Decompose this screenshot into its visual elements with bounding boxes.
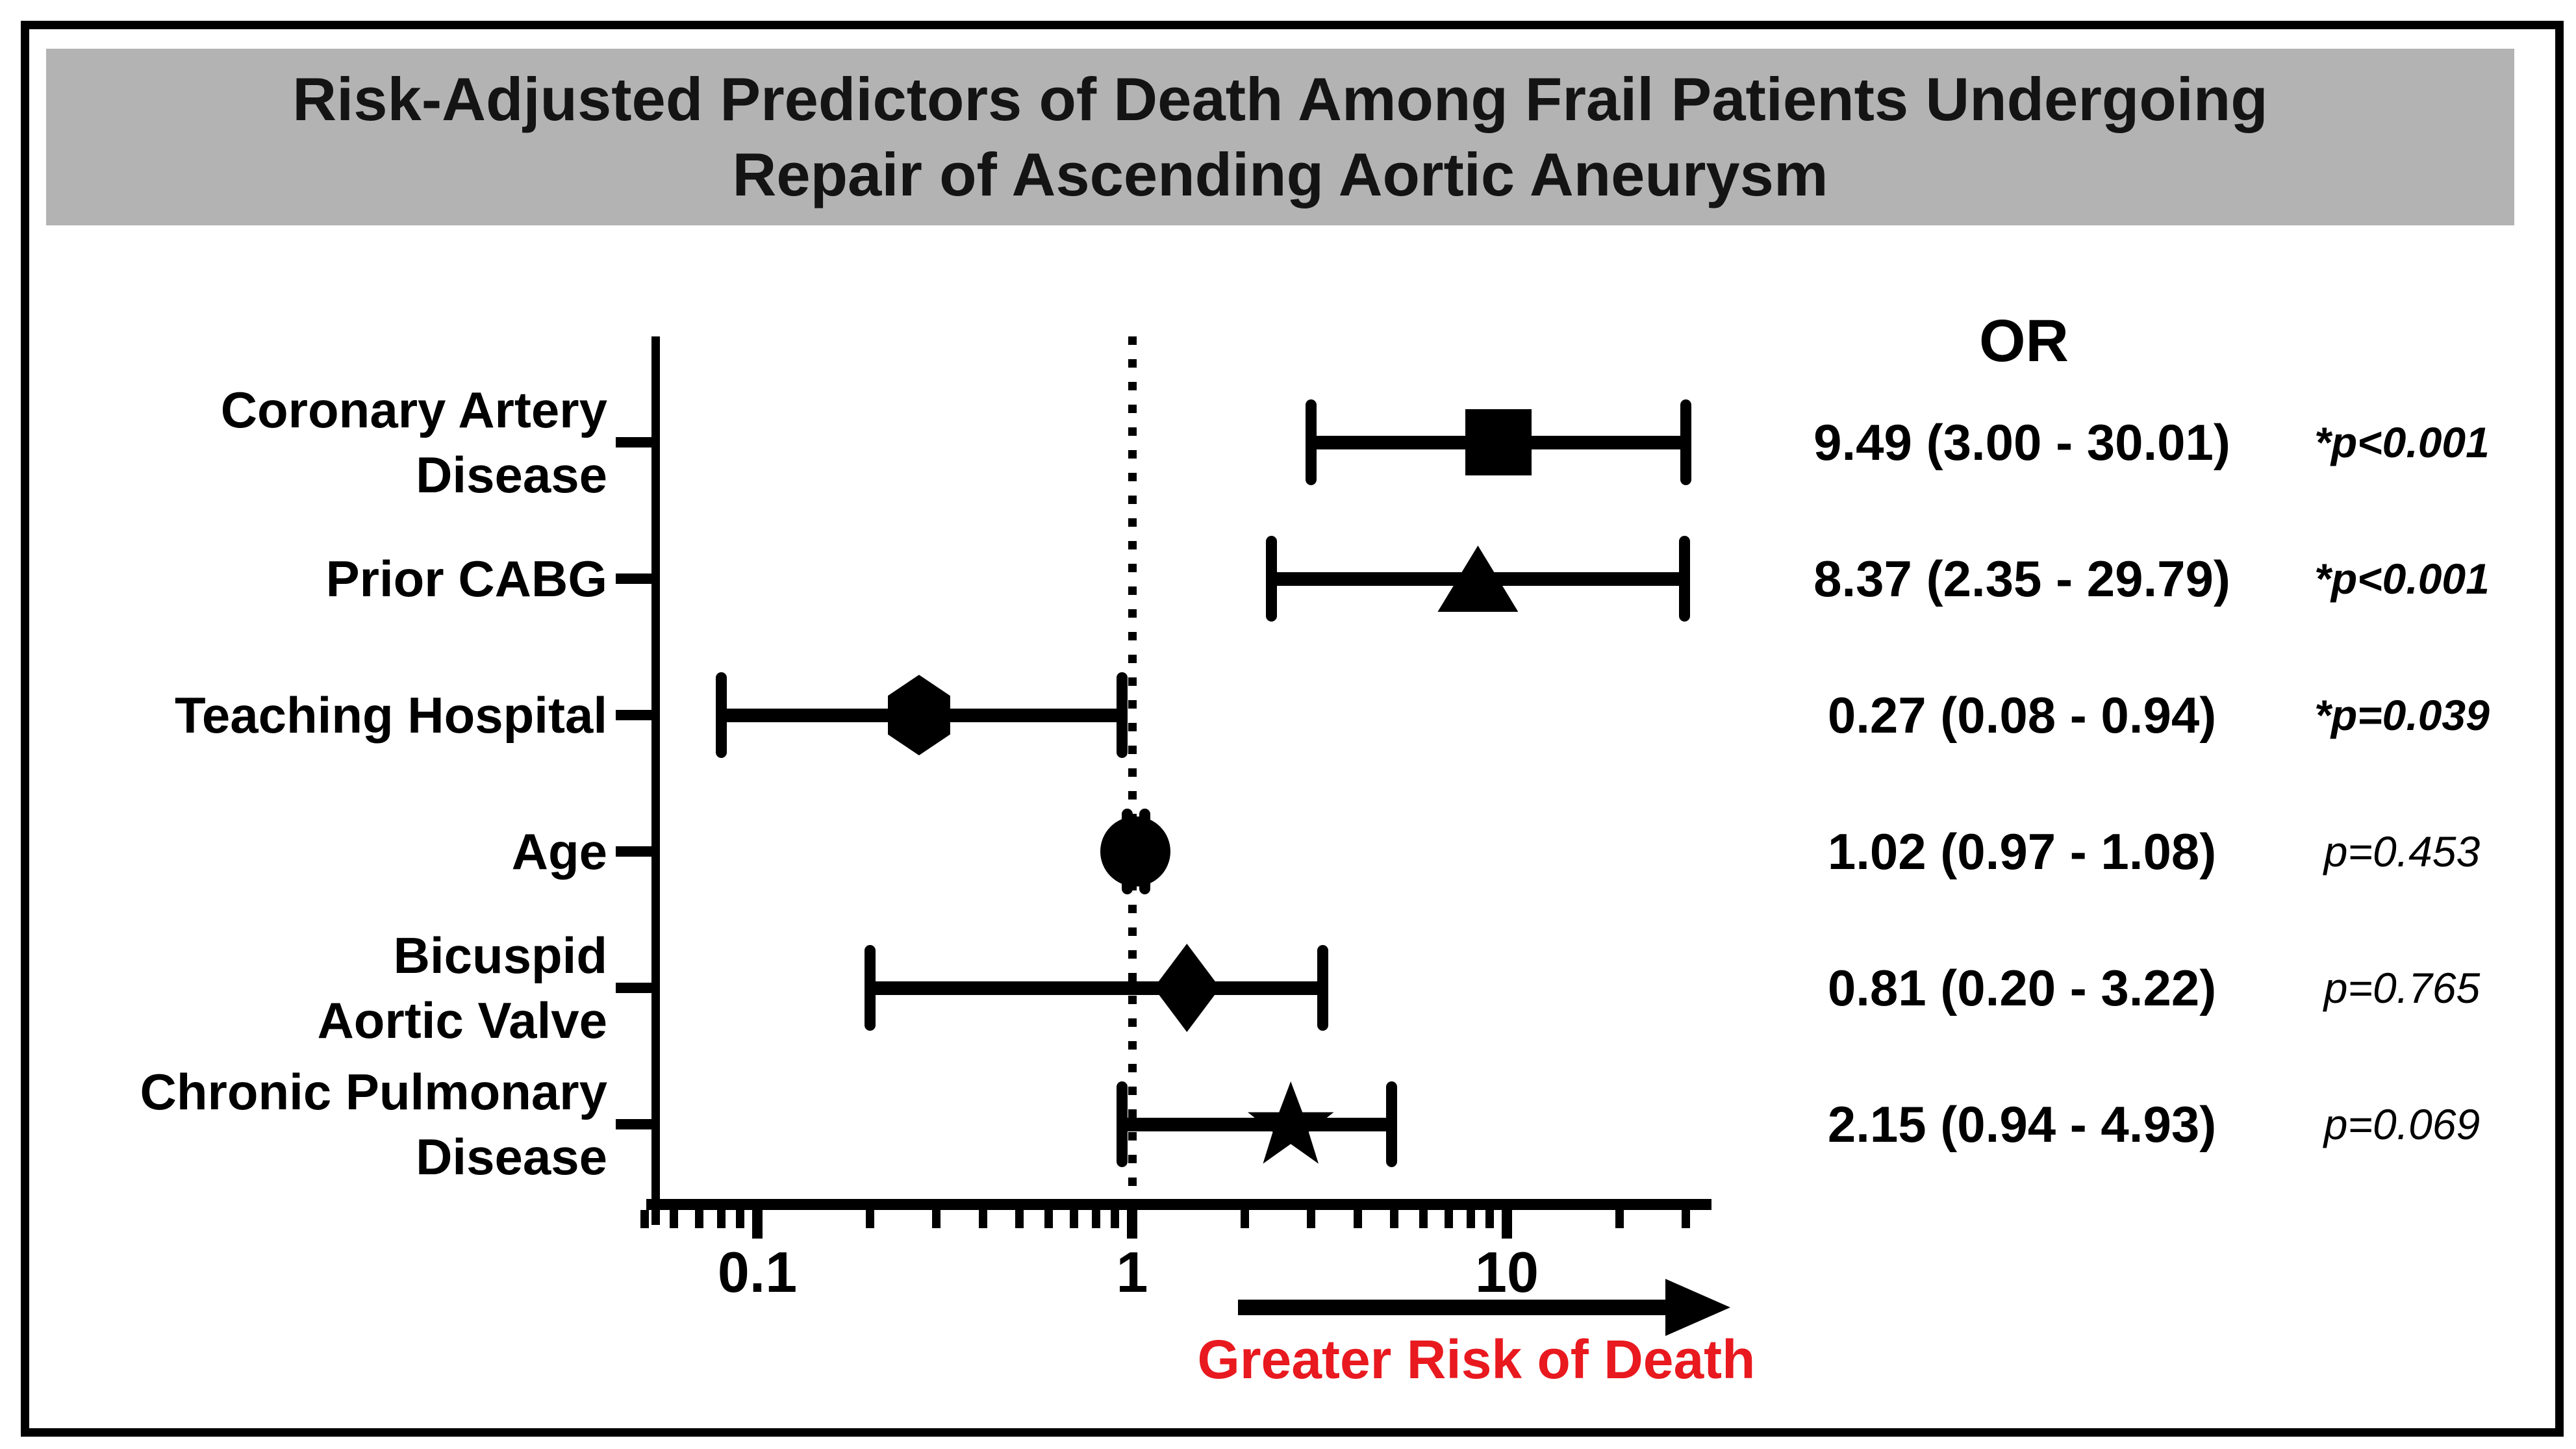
x-axis-minor-tick xyxy=(1466,1210,1475,1228)
row-label-line: Disease xyxy=(416,446,607,503)
ci-cap-low xyxy=(1116,1081,1128,1167)
x-axis-major-tick xyxy=(1127,1210,1137,1239)
x-axis-tick-label: 1 xyxy=(1116,1240,1148,1304)
ci-cap-high xyxy=(1116,672,1128,758)
p-value: p=0.453 xyxy=(2323,827,2481,876)
row-label-line: Disease xyxy=(416,1128,607,1185)
x-axis-minor-tick xyxy=(1015,1210,1024,1228)
y-axis-category-tick xyxy=(616,437,653,447)
hexagon-marker xyxy=(887,675,950,755)
p-value: *p=0.039 xyxy=(2314,691,2490,739)
p-value: *p<0.001 xyxy=(2314,555,2490,603)
x-axis-minor-tick xyxy=(1044,1210,1054,1228)
square-marker xyxy=(1465,409,1532,475)
y-axis-category-tick xyxy=(616,983,653,993)
ci-line xyxy=(870,981,1323,995)
x-axis-minor-tick xyxy=(1445,1210,1454,1228)
figure-border: Risk-Adjusted Predictors of Death Among … xyxy=(21,21,2564,1437)
y-axis-category-tick xyxy=(616,1119,653,1129)
or-value: 0.81 (0.20 - 3.22) xyxy=(1827,959,2217,1016)
row-label-line: Prior CABG xyxy=(325,550,607,607)
ci-cap-low xyxy=(1265,536,1277,622)
row-label: Bicuspid Aortic Valve xyxy=(68,916,607,1059)
reference-line-dotted xyxy=(1128,336,1137,1199)
ci-cap-low xyxy=(1305,399,1317,485)
x-axis-minor-tick xyxy=(866,1210,875,1228)
greater-risk-arrow-shaft xyxy=(1238,1300,1665,1315)
x-axis-minor-tick xyxy=(1485,1210,1495,1228)
p-value: p=0.069 xyxy=(2323,1100,2481,1148)
x-axis-line xyxy=(646,1199,1711,1210)
or-value: 8.37 (2.35 - 29.79) xyxy=(1813,550,2230,607)
or-column-header: OR xyxy=(1979,308,2069,374)
x-axis-minor-tick xyxy=(1615,1210,1624,1228)
x-axis-minor-tick xyxy=(1070,1210,1079,1228)
x-axis-minor-tick xyxy=(1389,1210,1398,1228)
x-axis-major-tick xyxy=(752,1210,763,1239)
ci-line xyxy=(1122,1117,1392,1131)
diamond-marker xyxy=(1154,944,1220,1032)
y-axis-category-tick xyxy=(616,573,653,584)
x-axis-minor-tick xyxy=(1419,1210,1428,1228)
row-label: Age xyxy=(68,780,607,923)
x-axis-minor-tick xyxy=(695,1210,704,1228)
x-axis-minor-tick xyxy=(1091,1210,1100,1228)
ci-cap-low xyxy=(865,945,876,1031)
row-label-line: Bicuspid xyxy=(393,927,607,984)
row-label-line: Chronic Pulmonary xyxy=(140,1063,607,1120)
p-value: *p<0.001 xyxy=(2314,418,2490,466)
or-value: 2.15 (0.94 - 4.93) xyxy=(1827,1096,2217,1153)
x-axis-minor-tick xyxy=(640,1210,649,1228)
x-axis-minor-tick xyxy=(1111,1210,1120,1228)
or-value: 1.02 (0.97 - 1.08) xyxy=(1827,823,2217,880)
ci-cap-high xyxy=(1317,945,1328,1031)
row-label: Prior CABG xyxy=(68,507,607,650)
x-axis-minor-tick xyxy=(670,1210,679,1228)
row-label-line: Age xyxy=(511,823,607,880)
greater-risk-arrow-head xyxy=(1665,1279,1730,1336)
circle-marker xyxy=(1100,816,1170,887)
row-label-line: Teaching Hospital xyxy=(175,687,607,744)
x-axis-tick-label: 0.1 xyxy=(717,1240,798,1304)
y-axis-line xyxy=(651,336,660,1225)
or-value: 9.49 (3.00 - 30.01) xyxy=(1813,414,2230,471)
row-label: Coronary Artery Disease xyxy=(68,371,607,514)
x-axis-minor-tick xyxy=(978,1210,987,1228)
x-axis-minor-tick xyxy=(1681,1210,1690,1228)
p-value: p=0.765 xyxy=(2323,964,2481,1012)
x-axis-major-tick xyxy=(1502,1210,1512,1239)
ci-cap-high xyxy=(1386,1081,1398,1167)
figure-title-line1: Risk-Adjusted Predictors of Death Among … xyxy=(292,65,2268,133)
x-axis-minor-tick xyxy=(1241,1210,1250,1228)
x-axis-tick-label: 10 xyxy=(1475,1240,1539,1304)
ci-cap-high xyxy=(1679,536,1691,622)
ci-cap-high xyxy=(1680,399,1691,485)
x-axis-minor-tick xyxy=(931,1210,941,1228)
ci-cap-low xyxy=(715,672,727,758)
figure-title-line2: Repair of Ascending Aortic Aneurysm xyxy=(732,140,1828,208)
title-band: Risk-Adjusted Predictors of Death Among … xyxy=(46,49,2514,225)
x-axis-minor-tick xyxy=(1353,1210,1362,1228)
row-label: Chronic Pulmonary Disease xyxy=(68,1053,607,1196)
row-label-line: Coronary Artery xyxy=(220,381,607,438)
x-axis-minor-tick xyxy=(1306,1210,1315,1228)
row-label: Teaching Hospital xyxy=(68,644,607,787)
y-axis-category-tick xyxy=(616,710,653,720)
x-axis-minor-tick xyxy=(736,1210,745,1228)
or-value: 0.27 (0.08 - 0.94) xyxy=(1827,687,2217,744)
x-axis-minor-tick xyxy=(716,1210,726,1228)
row-label-line: Aortic Valve xyxy=(317,992,607,1049)
greater-risk-label: Greater Risk of Death xyxy=(1197,1329,1756,1390)
y-axis-category-tick xyxy=(616,846,653,857)
